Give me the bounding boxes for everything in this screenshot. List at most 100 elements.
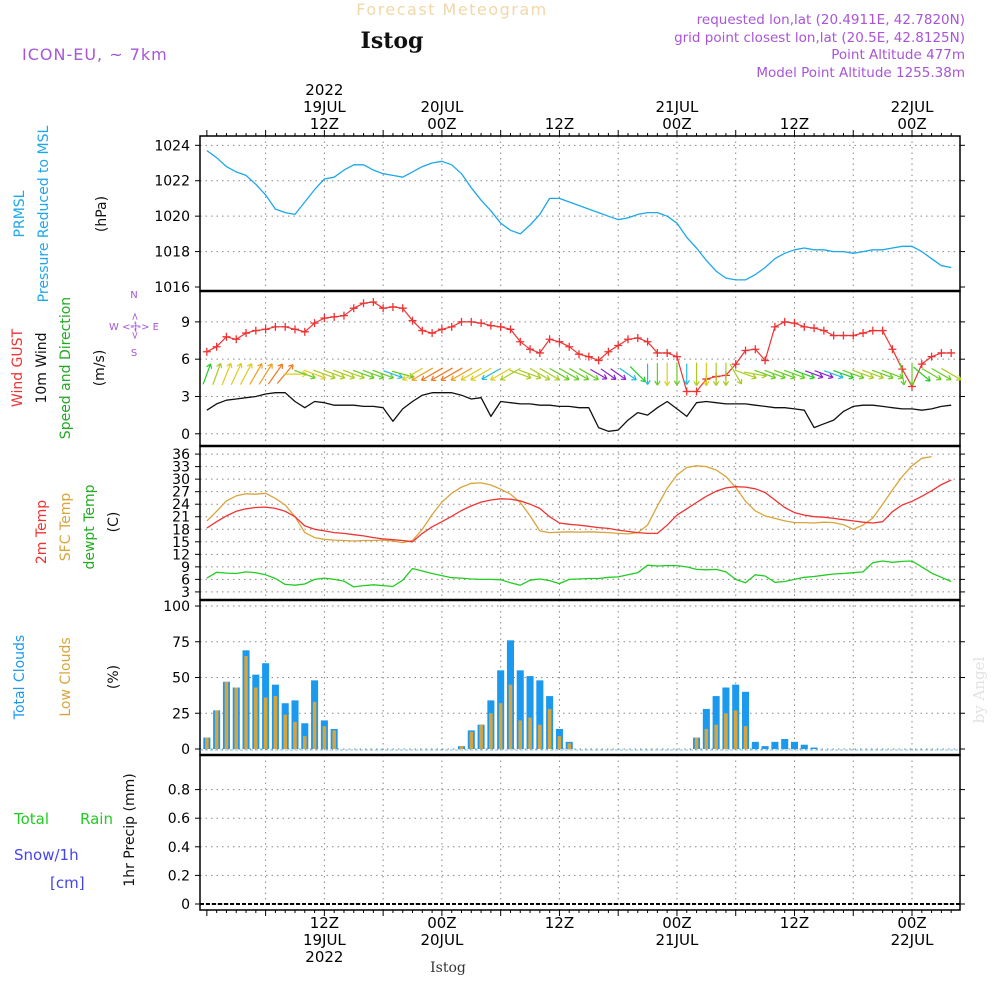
y-tick-label: 0	[181, 897, 190, 913]
wind-arrow-head	[817, 373, 824, 380]
y-tick-label: 0.6	[168, 811, 190, 827]
y-tick-label: 1020	[154, 209, 190, 225]
wind-arrow	[239, 363, 253, 385]
gust-marker	[330, 312, 339, 321]
x-tick-label-bottom: 21JUL	[656, 931, 699, 949]
gust-marker	[682, 387, 691, 396]
x-tick-label-top: 00Z	[662, 115, 691, 133]
compass-s: S	[131, 348, 137, 359]
gust-marker	[369, 297, 378, 306]
gust-marker	[232, 335, 241, 344]
gust-marker	[927, 352, 936, 361]
gust-marker	[271, 322, 280, 331]
wind-arrow-head	[654, 380, 661, 386]
watermark: by Angel	[970, 656, 988, 723]
wind-arrow-head	[277, 363, 284, 370]
low-cloud-bar	[733, 710, 738, 749]
wind-arrow	[590, 368, 608, 380]
temp-sfc-label: SFC Temp	[58, 493, 74, 562]
low-cloud-bar	[557, 736, 562, 749]
low-cloud-bar	[714, 724, 718, 749]
x-tick-label-bottom: 22JUL	[891, 931, 934, 949]
gust-marker	[937, 348, 946, 357]
wind-arrow-head	[583, 374, 590, 381]
gust-marker	[623, 335, 632, 344]
wind-arrow-head	[499, 375, 506, 381]
gust-marker	[535, 348, 544, 357]
y-tick-label: 30	[172, 472, 190, 488]
gust-marker	[212, 342, 221, 351]
wind-arrow-head	[397, 373, 403, 380]
wind-arrow	[333, 369, 355, 379]
wind-arrow	[578, 368, 599, 381]
gust-marker	[614, 341, 623, 350]
precip-total-label: Total	[13, 810, 49, 828]
wind-arrow-head	[554, 375, 560, 381]
wind-arrow-head	[620, 374, 627, 381]
total-cloud-bar	[810, 747, 818, 749]
wind-arrow	[313, 369, 336, 379]
wind-arrow-head	[693, 381, 700, 386]
x-tick-label-top: 2022	[305, 81, 343, 99]
temp-2m-line	[206, 479, 952, 543]
gust-marker	[555, 337, 564, 346]
low-cloud-bar	[303, 736, 307, 749]
wind-arrow	[249, 363, 263, 385]
compass-n: N	[130, 290, 137, 301]
wind-arrow-head	[349, 373, 356, 380]
wind-arrow-head	[359, 373, 365, 380]
gust-marker	[839, 331, 848, 340]
gust-marker	[506, 325, 515, 334]
y-tick-label: 75	[172, 635, 190, 651]
total-cloud-bar	[741, 691, 750, 749]
wind-arrow	[783, 369, 806, 379]
wind-arrow	[734, 369, 757, 379]
total-cloud-bar	[536, 680, 544, 749]
y-tick-label: 6	[181, 352, 190, 368]
y-tick-label: 100	[163, 599, 190, 615]
wind-arrow	[294, 369, 316, 379]
wind-arrow-head	[780, 373, 786, 380]
y-tick-label: 12	[172, 547, 190, 563]
wind-arrow	[610, 368, 627, 380]
wind-arrow-head	[848, 373, 855, 380]
temp-2m-label: 2m Temp	[34, 500, 50, 564]
gust-marker	[859, 329, 868, 338]
wind-arrow	[549, 367, 570, 381]
low-cloud-bar	[704, 728, 709, 749]
y-tick-label: 3	[181, 389, 190, 405]
x-tick-label-top: 19JUL	[303, 98, 346, 116]
y-tick-label: 9	[181, 560, 190, 576]
wind-arrow	[833, 369, 854, 379]
x-tick-label-bottom: 12Z	[545, 914, 574, 932]
wind-arrow-head	[858, 373, 865, 380]
y-tick-label: 1018	[154, 245, 190, 261]
x-tick-label-bottom: 00Z	[897, 914, 926, 932]
requested-coords: requested lon,lat (20.4911E, 42.7820N)	[697, 12, 965, 28]
wind-arrow-head	[878, 373, 884, 380]
wind-arrow	[754, 369, 776, 379]
low-cloud-bar	[743, 726, 748, 749]
wind-gust-label: Wind GUST	[10, 328, 26, 407]
low-cloud-bar	[244, 656, 248, 749]
wind-arrow	[212, 363, 222, 386]
low-cloud-bar	[263, 697, 268, 749]
wind-arrow	[230, 363, 242, 386]
wind-arrow-head	[525, 373, 532, 380]
wind-arrow	[793, 369, 815, 379]
y-tick-label: 15	[172, 535, 190, 551]
wind-arrow-head	[955, 375, 962, 381]
wind-arrow-head	[236, 362, 243, 369]
wind-arrow-head	[378, 373, 385, 380]
low-cloud-bar	[273, 696, 278, 749]
x-tick-label-top: 22JUL	[891, 98, 934, 116]
temp-unit: (C)	[106, 512, 122, 533]
point-altitude: Point Altitude 477m	[831, 47, 965, 63]
gust-marker	[604, 347, 613, 356]
gust-marker	[761, 356, 770, 365]
y-tick-label: 24	[172, 497, 190, 513]
wind-arrow	[221, 363, 232, 386]
gust-marker	[594, 356, 603, 365]
cloud-total-label: Total Clouds	[12, 635, 28, 720]
x-tick-label-bottom: 12Z	[310, 914, 339, 932]
